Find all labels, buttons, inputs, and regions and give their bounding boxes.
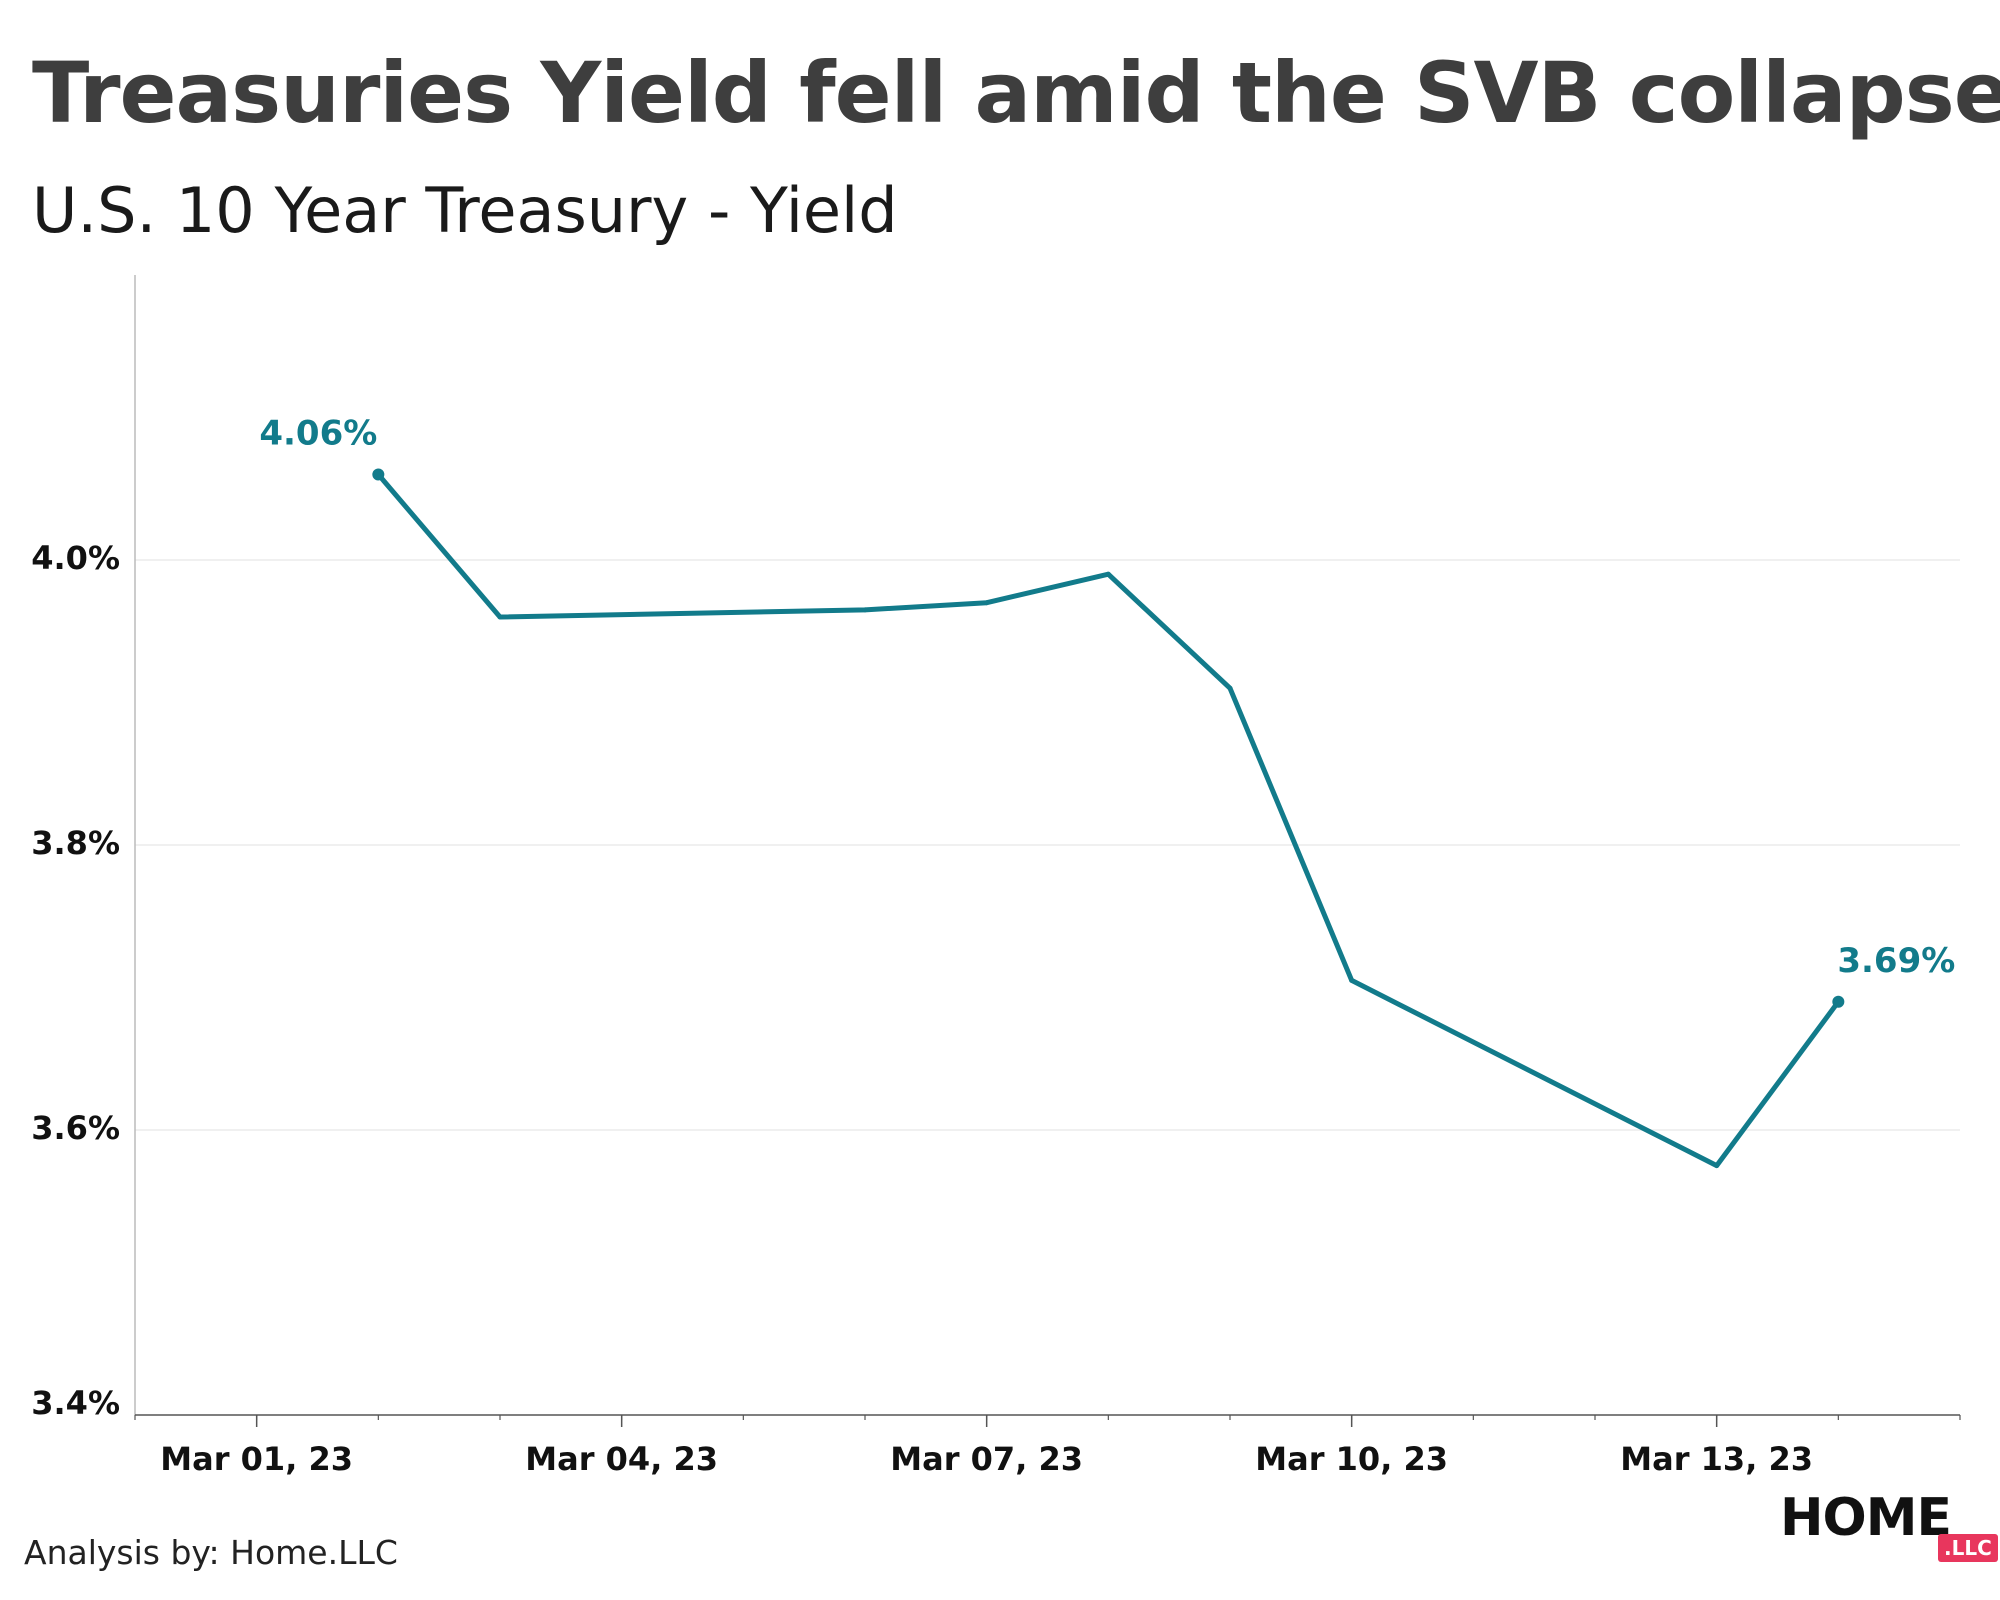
x-tick-label: Mar 13, 23 [1620, 1440, 1813, 1478]
data-point [1714, 1163, 1720, 1169]
data-labels: 4.06% 3.69% [259, 414, 1955, 981]
analysis-credit: Analysis by: Home.LLC [24, 1533, 398, 1572]
logo-badge: .LLC [1938, 1534, 1998, 1562]
x-tick-label: Mar 10, 23 [1255, 1440, 1448, 1478]
axes [134, 275, 1960, 1416]
data-point [1349, 977, 1355, 983]
endpoint-marker [1832, 995, 1845, 1008]
y-tick-label: 3.8% [31, 824, 120, 862]
data-point [984, 600, 990, 606]
y-tick-label: 3.6% [31, 1109, 120, 1147]
data-point [1227, 685, 1233, 691]
chart-subtitle: U.S. 10 Year Treasury - Yield [32, 174, 898, 247]
x-tick-label: Mar 04, 23 [525, 1440, 718, 1478]
series-group [372, 468, 1845, 1169]
data-point [1105, 571, 1111, 577]
home-llc-logo: HOME .LLC [1780, 1488, 1998, 1568]
chart-title: Treasuries Yield fell amid the SVB colla… [32, 44, 2000, 142]
data-label: 4.06% [259, 414, 377, 454]
data-label: 3.69% [1837, 941, 1955, 981]
logo-word: HOME [1780, 1488, 1952, 1548]
data-point [497, 614, 503, 620]
y-tick-label: 3.4% [31, 1384, 120, 1422]
gridlines [135, 559, 1960, 1131]
axis-ticks: 3.4% 3.6% 3.8% 4.0% Mar 01, 23 Mar 04, 23 Mar … [31, 539, 1961, 1478]
y-tick-label: 4.0% [31, 539, 120, 577]
endpoint-marker [372, 468, 385, 481]
data-point [862, 607, 868, 613]
x-tick-label: Mar 07, 23 [890, 1440, 1083, 1478]
x-tick-label: Mar 01, 23 [160, 1440, 353, 1478]
yield-series-line [375, 472, 1841, 1169]
